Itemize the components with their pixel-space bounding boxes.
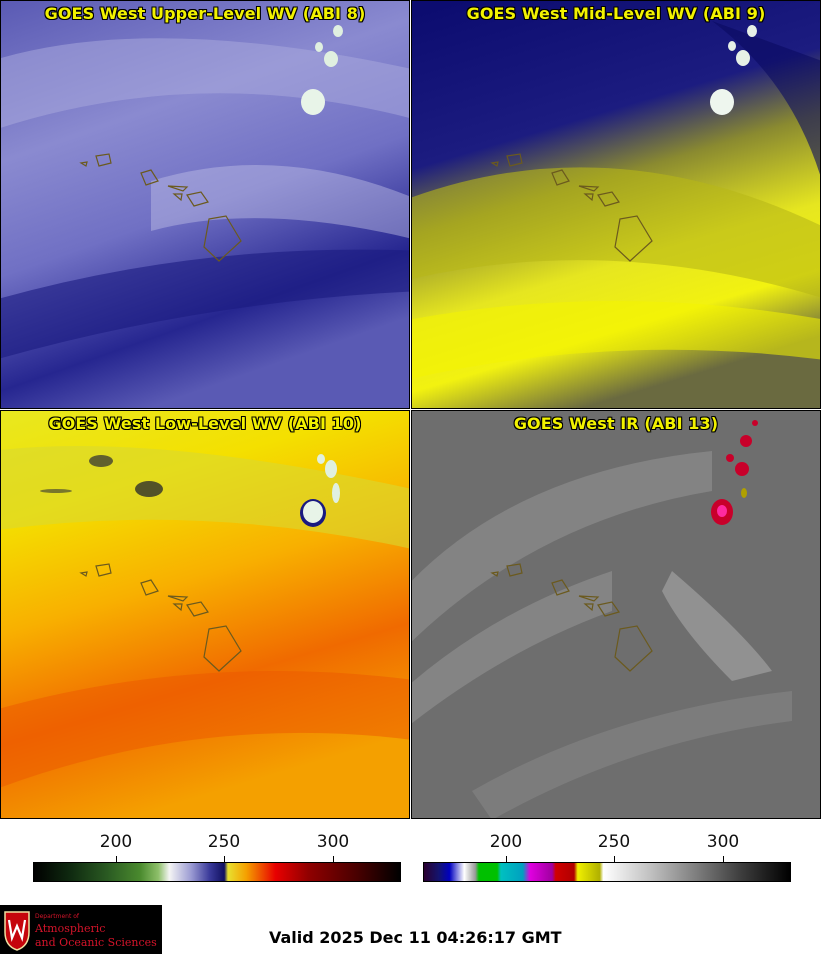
colorbar-tick-mark — [506, 856, 507, 862]
mid-level-wv-panel: GOES West Mid-Level WV (ABI 9) — [411, 0, 821, 409]
colorbar-tick-mark — [116, 856, 117, 862]
colorbar-tick-label: 250 — [207, 832, 241, 852]
colorbar-tick-mark — [614, 856, 615, 862]
panel-title: GOES West IR (ABI 13) — [513, 414, 719, 433]
panel-title: GOES West Low-Level WV (ABI 10) — [48, 414, 362, 433]
ir-colorbar: 200 250 300 — [423, 822, 791, 892]
upper-level-wv-panel: GOES West Upper-Level WV (ABI 8) — [0, 0, 410, 409]
colorbar-tick-label: 250 — [597, 832, 631, 852]
colorbar-tick-mark — [224, 856, 225, 862]
wv-colorbar: 200 250 300 — [33, 822, 401, 892]
logo-line-1: Atmospheric — [35, 922, 106, 935]
ir-colorbar-gradient — [423, 862, 791, 882]
mid-level-wv-image — [412, 1, 820, 408]
department-logo[interactable]: Department of Atmospheric and Oceanic Sc… — [0, 905, 162, 954]
colorbar-tick-label: 200 — [489, 832, 523, 852]
upper-level-wv-image — [1, 1, 409, 408]
colorbar-tick-label: 200 — [99, 832, 133, 852]
ir-image — [412, 411, 820, 818]
ir-panel: GOES West IR (ABI 13) — [411, 410, 821, 819]
colorbar-tick-mark — [333, 856, 334, 862]
valid-time: Valid 2025 Dec 11 04:26:17 GMT — [269, 928, 562, 947]
panel-title: GOES West Mid-Level WV (ABI 9) — [466, 4, 766, 23]
low-level-wv-image — [1, 411, 409, 818]
logo-line-2: and Oceanic Sciences — [35, 936, 157, 949]
panel-title: GOES West Upper-Level WV (ABI 8) — [44, 4, 366, 23]
colorbar-tick-mark — [723, 856, 724, 862]
colorbar-tick-label: 300 — [316, 832, 350, 852]
low-level-wv-panel: GOES West Low-Level WV (ABI 10) — [0, 410, 410, 819]
uw-crest-icon — [4, 911, 30, 951]
colorbar-tick-label: 300 — [706, 832, 740, 852]
logo-department-text: Department of — [35, 913, 79, 920]
wv-colorbar-gradient — [33, 862, 401, 882]
